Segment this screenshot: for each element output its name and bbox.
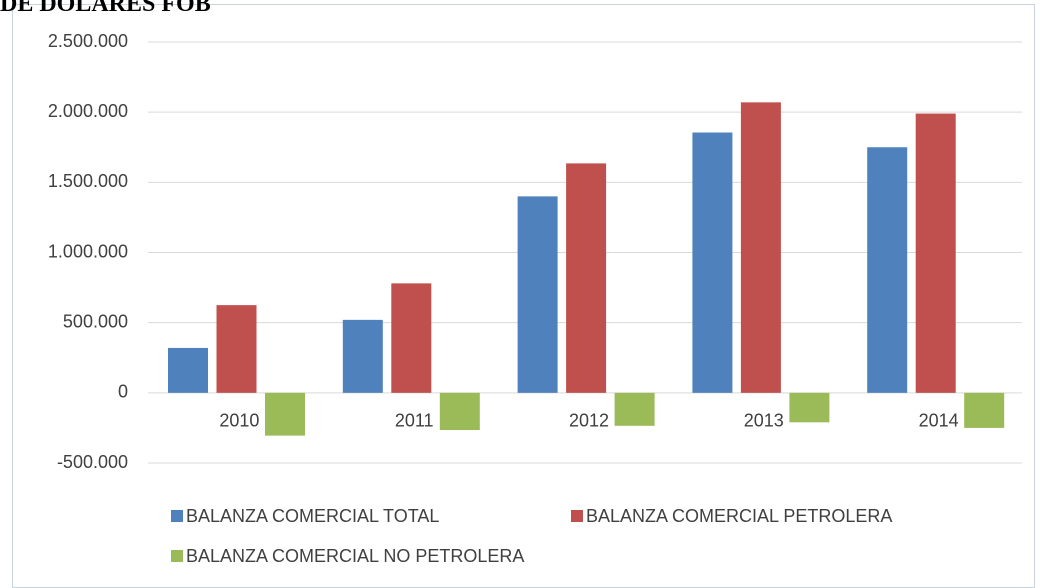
bar bbox=[614, 392, 655, 426]
bar bbox=[789, 392, 830, 423]
bar bbox=[964, 392, 1005, 428]
bar bbox=[216, 305, 257, 393]
y-tick-label: 2.000.000 bbox=[48, 101, 128, 121]
legend-swatch bbox=[171, 510, 183, 522]
x-tick-label: 2014 bbox=[919, 411, 959, 431]
bar bbox=[391, 283, 432, 393]
x-tick-label: 2011 bbox=[395, 411, 434, 431]
x-tick-label: 2013 bbox=[744, 411, 784, 431]
y-tick-label: 1.000.000 bbox=[48, 241, 128, 261]
x-tick-label: 2010 bbox=[219, 411, 259, 431]
bar bbox=[915, 113, 956, 393]
y-tick-label: -500.000 bbox=[57, 452, 128, 472]
y-tick-label: 0 bbox=[118, 382, 128, 402]
x-tick-label: 2012 bbox=[569, 411, 609, 431]
legend-swatch bbox=[571, 510, 583, 522]
y-tick-label: 500.000 bbox=[63, 311, 128, 331]
legend-swatch bbox=[171, 550, 183, 562]
bar bbox=[566, 163, 607, 393]
legend-label: BALANZA COMERCIAL TOTAL bbox=[186, 506, 439, 526]
y-tick-label: 2.500.000 bbox=[48, 31, 128, 51]
bar bbox=[342, 319, 383, 393]
y-tick-label: 1.500.000 bbox=[48, 171, 128, 191]
legend-label: BALANZA COMERCIAL NO PETROLERA bbox=[186, 546, 524, 566]
legend-label: BALANZA COMERCIAL PETROLERA bbox=[586, 506, 892, 526]
bar bbox=[168, 347, 208, 393]
bar bbox=[265, 392, 305, 436]
bar bbox=[439, 392, 480, 431]
bar bbox=[692, 132, 733, 393]
bar bbox=[867, 147, 908, 393]
chart-title: DE DOLARES FOB bbox=[0, 0, 211, 17]
bar bbox=[740, 102, 781, 393]
bar bbox=[517, 196, 558, 393]
